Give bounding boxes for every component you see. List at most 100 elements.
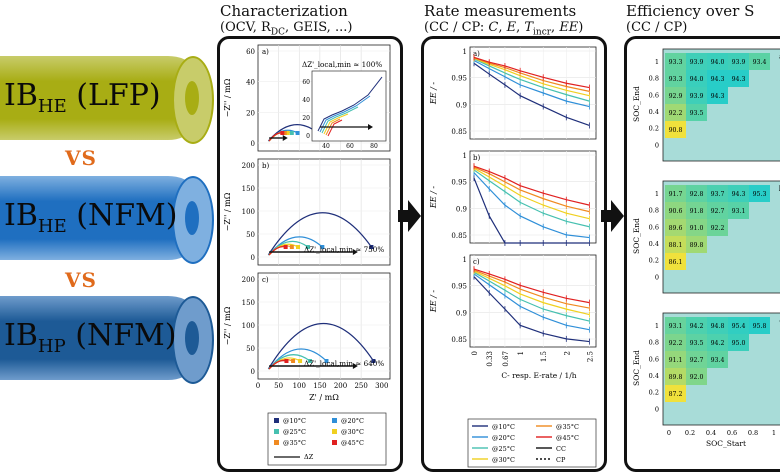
heatmap-value: 93.4: [711, 357, 725, 364]
heatmap-cell: [665, 334, 686, 351]
heatmap-value: 93.7: [711, 191, 725, 198]
y-tick-label: 0.8: [649, 207, 659, 215]
vs-label-2: VS: [65, 268, 97, 292]
battery-cell-2: IBHE (NFM): [0, 176, 214, 264]
heatmap-value: 89.8: [669, 374, 683, 381]
x-tick-label: 0.4: [706, 429, 716, 437]
heatmap-cell: [707, 317, 728, 334]
heatmap-cell: [665, 87, 686, 104]
heatmap-cell: [707, 351, 728, 368]
arc-marker: [282, 131, 287, 135]
y-tick-label: 40: [246, 79, 255, 87]
heatmap-cell: [686, 104, 707, 121]
heatmap-cell: [686, 70, 707, 87]
heatmap-cell: [665, 385, 686, 402]
heatmap-cell: [686, 185, 707, 202]
cell-label: IBHP (NFM): [4, 318, 177, 357]
heatmap-cell: [686, 219, 707, 236]
inset-x-tick: 40: [322, 143, 330, 150]
ee-series: [473, 62, 590, 127]
efficiency-title: Efficiency over S: [626, 2, 755, 20]
heatmap-cell: [665, 351, 686, 368]
x-tick-label: 0.2: [685, 429, 695, 437]
arc-marker: [280, 131, 285, 135]
efficiency-heatmap-b: 91.7 92.8 93.7 94.3 95.3 90.6 91.8 92.7 93.1 89.6…: [632, 180, 780, 294]
x-tick-label: 150: [313, 382, 326, 390]
x-tick-label: 0.8: [748, 429, 758, 437]
y-tick-label: 50: [246, 231, 255, 239]
characterization-panel: 60 40 20 0 a) −Z'' / mΩ ΔZ'_local,min ≈ 100% 0 2…: [217, 36, 403, 472]
legend-label: @25°C: [492, 445, 515, 453]
rate-legend: @10°C @35°C @20°C @45°C @25°C CC @30°C CP: [467, 418, 597, 468]
arrow-right-icon: [601, 200, 624, 232]
inset-series: [325, 118, 341, 136]
heatmap-cell: [707, 219, 728, 236]
heatmap-value: 91.7: [669, 191, 683, 198]
y-tick-label: 60: [246, 48, 255, 56]
arc-marker: [305, 245, 310, 249]
heatmap-value: 92.9: [669, 93, 683, 100]
y-tick-label: 0.2: [649, 257, 659, 265]
arc-marker: [289, 131, 294, 135]
heatmap-value: 94.3: [711, 93, 725, 100]
panel-tag: a): [473, 50, 480, 58]
heatmap-value: 92.8: [690, 191, 704, 198]
heatmap-value: 89.6: [669, 225, 683, 232]
inset-series: [321, 106, 359, 134]
heatmap-cell: [686, 368, 707, 385]
y-axis-label: EE / -: [429, 186, 438, 209]
legend-swatch: [274, 440, 279, 445]
efficiency-heatmap-c: 93.1 94.2 94.8 95.4 95.8 92.2 93.5 94.2 95.0 91.1…: [632, 312, 780, 426]
heatmap-value: 91.0: [690, 225, 704, 232]
panel-tag: b): [473, 154, 480, 162]
x-tick-label: 0: [667, 429, 671, 437]
y-axis-label: SOC_End: [632, 86, 641, 122]
heatmap-cell: [686, 351, 707, 368]
heatmap-value: 92.2: [669, 340, 683, 347]
inset-series: [327, 119, 343, 137]
heatmap-value: 93.5: [690, 110, 704, 117]
heatmap-cell: [728, 185, 749, 202]
panel-tag: b): [779, 185, 780, 193]
heatmap-cell: [665, 236, 686, 253]
heatmap-value: 92.7: [690, 357, 704, 364]
arc-marker: [284, 359, 289, 363]
battery-cell-3: IBHP (NFM): [0, 296, 214, 384]
arc-marker: [320, 245, 325, 249]
rate-plots: 1 0.95 0.9 0.85 a) EE / - 1 0.95 0.9 0.85 b) EE / -…: [429, 46, 597, 468]
panel-tag: c): [473, 258, 480, 266]
y-tick-label: 0.2: [649, 389, 659, 397]
y-tick-label: 1: [463, 152, 467, 160]
y-tick-label: 0.2: [649, 125, 659, 133]
x-tick-label: 100: [293, 382, 306, 390]
legend-label: @45°C: [556, 434, 579, 442]
heatmap-cell: [707, 53, 728, 70]
heatmap-cell: [686, 334, 707, 351]
heatmap-value: 94.2: [711, 340, 725, 347]
heatmap-value: 92.0: [690, 374, 704, 381]
ee-series: [473, 167, 590, 220]
heatmap-value: 95.8: [753, 323, 767, 330]
cell-label: IBHE (LFP): [4, 78, 161, 117]
legend-label: @35°C: [556, 423, 579, 431]
heatmap-cell: [665, 253, 686, 270]
y-tick-label: 0: [655, 141, 659, 149]
nyquist-plot-a: 60 40 20 0 a) −Z'' / mΩ ΔZ'_local,min ≈ 100% 0 2…: [223, 44, 391, 152]
y-tick-label: 0.6: [649, 355, 659, 363]
heatmap-value: 91.1: [669, 357, 683, 364]
y-axis-label: −Z'' / mΩ: [223, 78, 232, 117]
impedance-arc: [267, 212, 372, 256]
nyquist-plot-c: 200 150 100 50 0 c) −Z'' / mΩ ΔZ'_local,min ≈ 6…: [223, 272, 391, 380]
delta-z-annotation: ΔZ'_local,min ≈ 640%: [304, 359, 384, 368]
heatmap-cell: [686, 236, 707, 253]
heatmap-value: 93.1: [732, 208, 746, 215]
heatmap-value: 93.4: [753, 59, 767, 66]
legend-label: @30°C: [341, 428, 364, 436]
heatmap-value: 93.9: [690, 93, 704, 100]
heatmap-cell: [749, 185, 770, 202]
heatmap-cell: [749, 53, 770, 70]
battery-cell-1: IBHE (LFP): [0, 56, 214, 144]
inset-series: [323, 113, 349, 135]
arc-marker: [296, 245, 301, 249]
y-tick-label: 50: [246, 345, 255, 353]
